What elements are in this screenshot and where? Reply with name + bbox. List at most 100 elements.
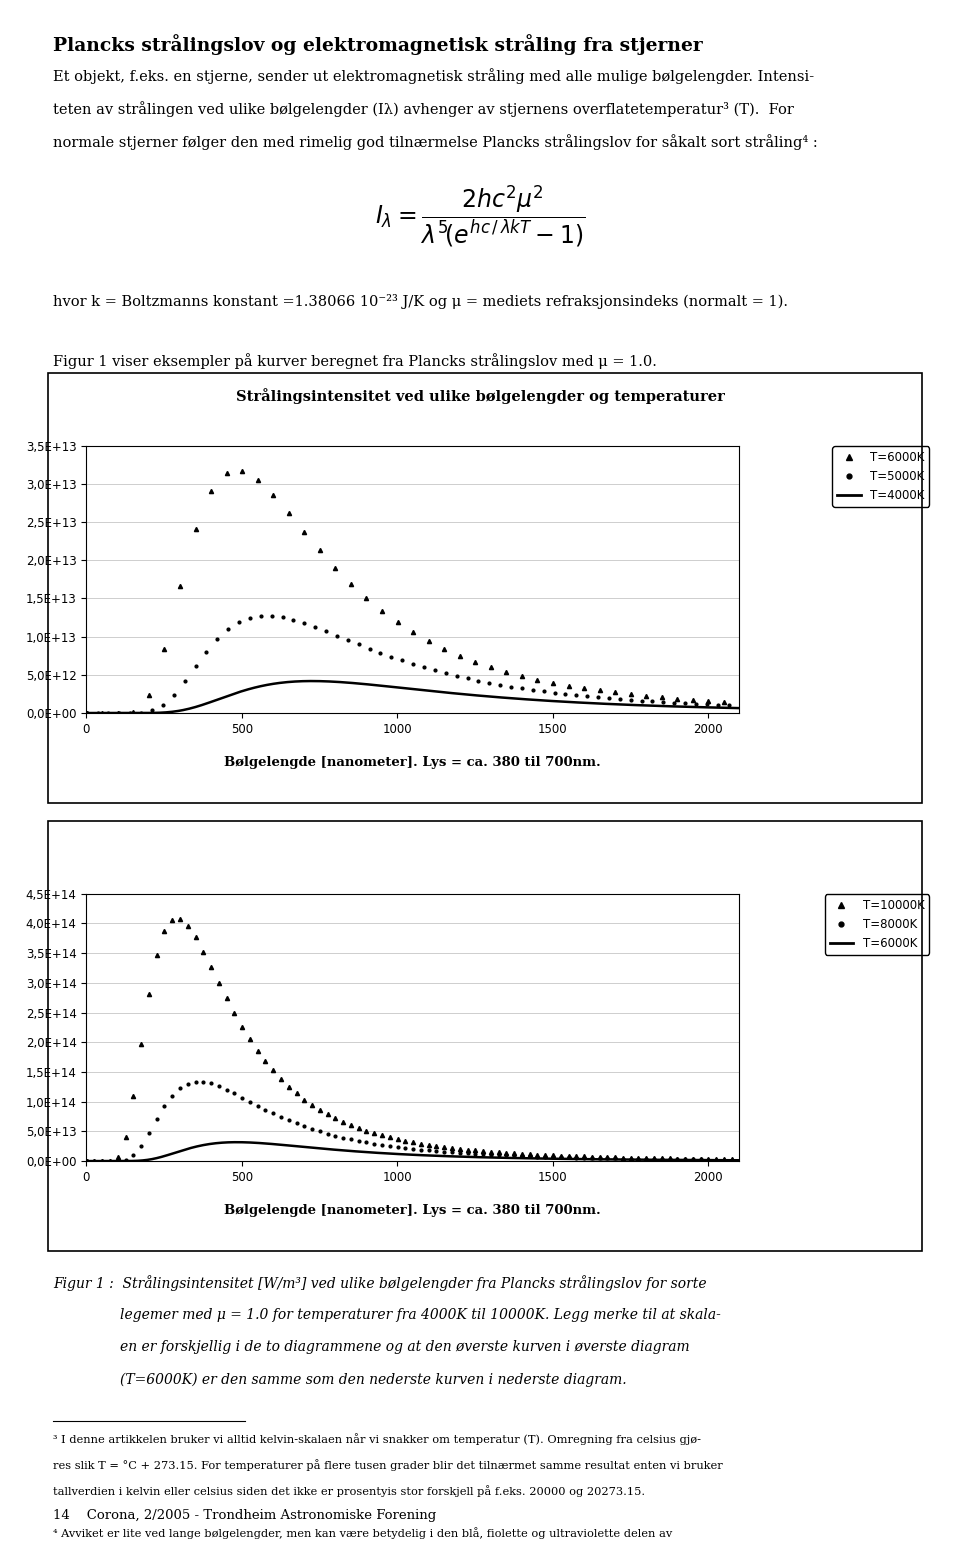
T=6000K [81,1153,92,1171]
Text: res slik T = °C + 273.15. For temperaturer på flere tusen grader blir det tilnær: res slik T = °C + 273.15. For temperatur… [53,1460,723,1471]
T=8000K [81,1153,92,1171]
T=6000K [687,691,699,709]
T=10000K [376,1126,388,1145]
T=6000K [329,558,341,576]
T=4000K [81,705,92,723]
Legend: T=6000K, T=5000K, T=4000K: T=6000K, T=5000K, T=4000K [832,447,929,507]
Line: T=10000K: T=10000K [84,918,733,1163]
T=6000K [268,485,279,504]
T=10000K [726,1149,737,1168]
Text: legemer med μ = 1.0 for temperaturer fra 4000K til 10000K. Legg merke til at ska: legemer med μ = 1.0 for temperaturer fra… [120,1309,721,1323]
T=6000K [407,623,419,641]
T=5000K [266,606,277,624]
T=6000K [516,666,528,684]
T=6000K [361,589,372,607]
T=6000K [500,663,512,681]
T=6000K [718,692,730,711]
T=6000K [625,684,636,703]
T=5000K [81,705,92,723]
T=10000K [174,910,185,929]
T=6000K [299,522,310,541]
Text: normale stjerner følger den med rimelig god tilnærmelse Plancks strålingslov for: normale stjerner følger den med rimelig … [53,134,818,150]
T=10000K [407,1132,419,1151]
T=8000K [726,1151,737,1170]
T=5000K [299,613,310,632]
T=4000K [299,672,310,691]
T=6000K [205,482,217,501]
T=6000K [190,521,202,539]
T=4000K [732,698,744,717]
T=10000K [578,1148,589,1166]
T=6000K [703,692,714,711]
Line: T=4000K: T=4000K [86,681,738,714]
T=6000K [174,576,185,595]
T=6000K [563,677,574,695]
T=6000K [221,464,232,482]
Line: T=8000K: T=8000K [84,1078,734,1163]
Text: 14    Corona, 2/2005 - Trondheim Astronomiske Forening: 14 Corona, 2/2005 - Trondheim Astronomis… [53,1509,436,1522]
Text: hvor k = Boltzmanns konstant =1.38066 10⁻²³ J/K og μ = mediets refraksjonsindeks: hvor k = Boltzmanns konstant =1.38066 10… [53,294,788,309]
T=6000K [706,1151,717,1170]
T=6000K [578,678,589,697]
T=6000K [252,470,263,488]
T=6000K [103,1151,114,1170]
T=6000K [392,613,403,632]
T=10000K [610,1148,621,1166]
T=6000K [158,640,170,658]
T=6000K [376,601,388,620]
T=8000K [88,1153,100,1171]
Text: en er forskjellig i de to diagrammene og at den øverste kurven i øverste diagram: en er forskjellig i de to diagrammene og… [120,1341,689,1355]
T=6000K [404,1145,416,1163]
T=4000K [706,698,717,717]
T=4000K [306,672,318,691]
T=5000K [190,657,202,675]
T=5000K [723,695,734,714]
T=6000K [619,1151,631,1170]
Text: (T=6000K) er den samme som den nederste kurven i nederste diagram.: (T=6000K) er den samme som den nederste … [120,1374,627,1387]
T=6000K [283,504,295,522]
Legend: T=10000K, T=8000K, T=6000K: T=10000K, T=8000K, T=6000K [825,895,929,955]
T=4000K [404,680,416,698]
T=6000K [81,705,92,723]
Text: Figur 1 viser eksempler på kurver beregnet fra Plancks strålingslov med μ = 1.0.: Figur 1 viser eksempler på kurver beregn… [53,354,657,369]
T=8000K [120,1151,132,1170]
Text: Plancks strålingslov og elektromagnetisk stråling fra stjerner: Plancks strålingslov og elektromagnetisk… [53,34,703,56]
T=4000K [373,677,385,695]
T=6000K [485,658,496,677]
T=6000K [640,686,652,705]
T=4000K [619,695,631,714]
T=6000K [236,462,248,480]
T=6000K [672,689,684,708]
T=6000K [469,652,481,671]
T=10000K [81,1153,92,1171]
Text: Bølgelengde [nanometer]. Lys = ca. 380 til 700nm.: Bølgelengde [nanometer]. Lys = ca. 380 t… [225,757,601,769]
Text: ⁴ Avviket er lite ved lange bølgelengder, men kan være betydelig i den blå, fiol: ⁴ Avviket er lite ved lange bølgelengder… [53,1528,672,1539]
Text: ³ I denne artikkelen bruker vi alltid kelvin-skalaen når vi snakker om temperatu: ³ I denne artikkelen bruker vi alltid ke… [53,1434,701,1445]
Text: Bølgelengde [nanometer]. Lys = ca. 380 til 700nm.: Bølgelengde [nanometer]. Lys = ca. 380 t… [225,1205,601,1217]
Line: T=5000K: T=5000K [84,613,732,715]
T=6000K [439,640,450,658]
T=6000K [128,703,139,722]
Text: Et objekt, f.eks. en stjerne, sender ut elektromagnetisk stråling med alle mulig: Et objekt, f.eks. en stjerne, sender ut … [53,68,814,83]
T=6000K [547,674,559,692]
T=6000K [112,703,124,722]
T=6000K [97,703,108,722]
T=6000K [610,683,621,701]
T=6000K [423,632,435,650]
T=5000K [244,609,255,627]
Line: T=6000K: T=6000K [84,470,726,715]
T=8000K [376,1136,388,1154]
T=8000K [190,1072,202,1091]
T=8000K [610,1149,621,1168]
T=6000K [230,1132,242,1151]
T=10000K [120,1128,132,1146]
T=5000K [494,675,506,694]
T=6000K [373,1143,385,1162]
T=8000K [578,1148,589,1166]
Text: teten av strålingen ved ulike bølgelengder (Iλ) avhenger av stjernens overflatet: teten av strålingen ved ulike bølgelengd… [53,102,794,117]
T=6000K [454,646,466,664]
Text: $I_{\lambda} = \dfrac{2hc^{2}\mu^{2}}{\lambda^{5}\!\left(e^{hc\,/\,\lambda kT}-1: $I_{\lambda} = \dfrac{2hc^{2}\mu^{2}}{\l… [374,182,586,249]
Text: tallverdien i kelvin eller celsius siden det ikke er prosentyis stor forskjell p: tallverdien i kelvin eller celsius siden… [53,1486,645,1497]
T=5000K [309,618,321,637]
T=6000K [532,671,543,689]
